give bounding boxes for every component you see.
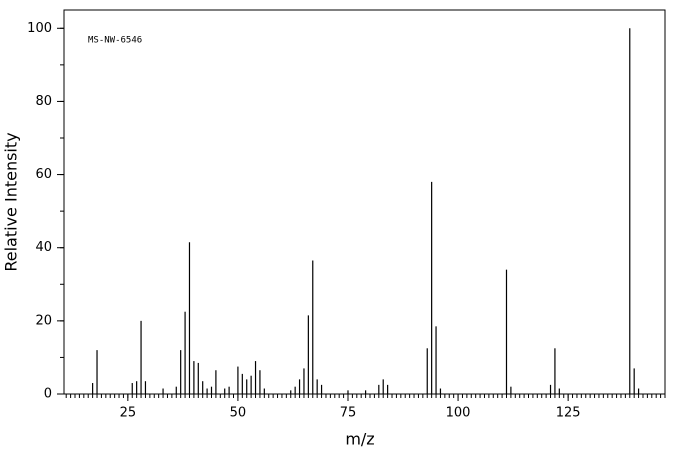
y-tick-label: 60 — [35, 167, 52, 182]
x-tick-label: 50 — [230, 406, 247, 421]
y-axis-label: Relative Intensity — [2, 132, 21, 271]
y-tick-label: 0 — [44, 387, 52, 402]
y-tick-label: 20 — [35, 313, 52, 328]
x-tick-label: 75 — [340, 406, 357, 421]
y-tick-label: 80 — [35, 94, 52, 109]
x-tick-label: 125 — [556, 406, 581, 421]
y-tick-label: 100 — [27, 21, 52, 36]
x-tick-label: 100 — [446, 406, 471, 421]
x-axis-label: m/z — [345, 430, 374, 449]
plot-frame — [63, 9, 666, 395]
x-tick-label: 25 — [120, 406, 137, 421]
annotation: MS-NW-6546 — [88, 36, 142, 46]
y-tick-label: 40 — [35, 240, 52, 255]
